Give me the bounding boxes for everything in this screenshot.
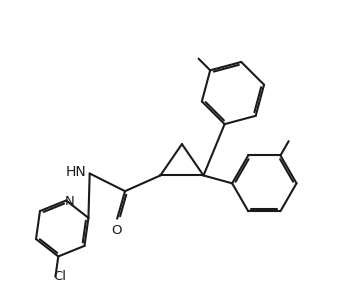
Text: HN: HN: [66, 165, 87, 178]
Text: O: O: [111, 224, 122, 237]
Text: N: N: [65, 195, 74, 208]
Text: Cl: Cl: [53, 270, 66, 283]
